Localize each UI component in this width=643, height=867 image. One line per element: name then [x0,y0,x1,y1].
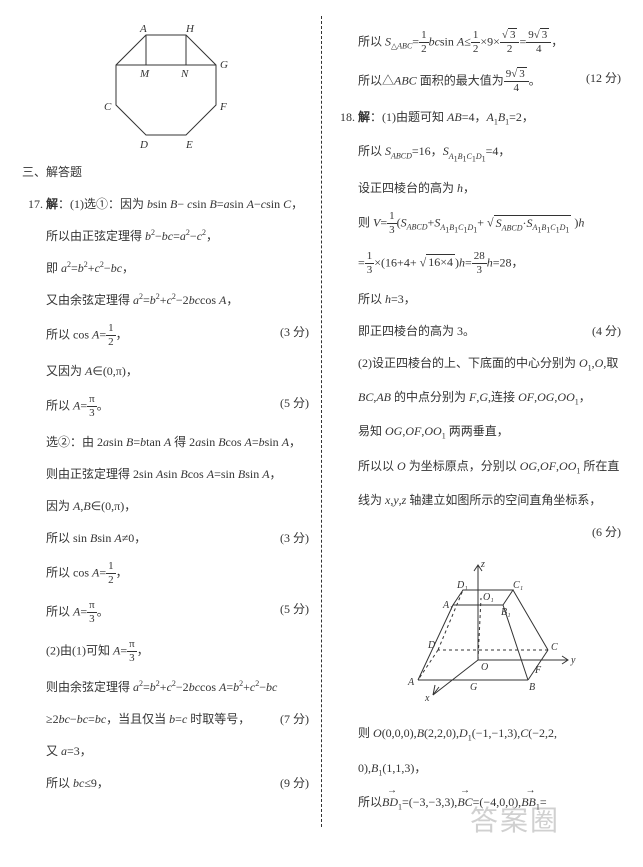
q17-alt2-score3: (3 分) [280,529,309,547]
fig1-label-D: D [139,139,148,150]
q17-alt2-score5: (5 分) [280,600,309,618]
section-title: 三、解答题 [22,163,309,181]
q17-head-text: 17. 解：(1)选①：因为 bsin B− csin B=asin A−csi… [28,197,303,211]
svg-text:G: G [470,682,477,693]
q17-area: 所以 S△ABC=12bcsin A≤12×9×√32=9√34， [358,30,621,55]
right-column: 所以 S△ABC=12bcsin A≤12×9×√32=9√34， 所以△ABC… [322,16,633,827]
left-column: A H M N G C F D E 三、解答题 17. 解：(1)选①：因为 b… [10,16,322,827]
svg-text:A: A [407,677,415,688]
q18-p2-coord1: 所以以 O 为坐标原点，分别以 OG,OF,OO1 所在直 [358,457,621,477]
q18-set-h: 设正四棱台的高为 h， [358,179,621,197]
q17-score-3: (3 分) [280,323,309,341]
q17-score12: (12 分) [586,69,621,87]
svg-text:D: D [427,640,436,651]
q17-A-value: 所以 A=π3。 [46,394,272,419]
q17-alt2-sine: 则由正弦定理得 2sin Asin Bcos A=sin Bsin A， [46,465,309,483]
q18-vectors: 所以BD1=(−3,−3,3),BC=(−4,0,0),BB1= [358,793,621,813]
svg-text:O₁: O₁ [483,592,494,603]
q17-sine-law: 所以由正弦定理得 b2−bc=a2−c2， [46,227,309,245]
q17-alt2-A: 所以 A=π3。 [46,600,272,625]
q17-area-max: 所以△ABC 面积的最大值为9√34。 [358,69,578,94]
q17-p2-cos: 则由余弦定理得 a2=b2+c2−2bccos A=b2+c2−bc [46,678,309,696]
q18-p2-midpoints: BC,AB 的中点分别为 F,G,连接 OF,OG,OO1， [358,388,621,408]
fig1-label-A: A [139,23,147,35]
q18-areas: 所以 SABCD=16，SA1B1C1D1=4， [358,142,621,165]
svg-text:B: B [529,682,535,693]
q17-alt2-cosA: 所以 cos A=12， [46,561,309,586]
q17-A-range: 又因为 A∈(0,π)， [46,362,309,380]
svg-text:z: z [480,559,485,570]
q18-p2-perp: 易知 OG,OF,OO1 两两垂直， [358,422,621,442]
q17-p2-head: (2)由(1)可知 A=π3， [46,639,309,664]
fig1-label-M: M [139,68,150,80]
svg-text:D₁: D₁ [456,580,468,591]
q17-alt2-range: 因为 A,B∈(0,π)， [46,497,309,515]
q18-volume: 则 V=13(SABCD+SA1B1C1D1+ √SABCD·SA1B1C1D1… [358,211,621,236]
svg-text:F: F [534,665,542,676]
svg-text:C₁: C₁ [513,580,523,591]
frustum-figure: z D₁ C₁ A₁ O₁ B₁ D O C F y A G B x [334,555,621,710]
svg-text:O: O [481,662,488,673]
svg-text:y: y [570,655,576,666]
q18-height: 即正四棱台的高为 3。 [358,322,584,340]
q17-p2-score7: (7 分) [280,710,309,728]
q18-score4: (4 分) [592,322,621,340]
q17-p2-score9: (9 分) [280,774,309,792]
q17-cosA: 所以 cos A=12， [46,323,272,348]
q17-alt2-nonzero: 所以 sin Bsin A≠0， [46,529,272,547]
q18-p2-coord2: 线为 x,y,z 轴建立如图所示的空间直角坐标系， [358,491,621,509]
q18-h3: 所以 h=3， [358,290,621,308]
q17-head: 17. 解：(1)选①：因为 bsin B− csin B=asin A−csi… [22,195,309,213]
q17-p2-ineq: ≥2bc−bc=bc，当且仅当 b=c 时取等号， [46,710,272,728]
svg-text:A₁: A₁ [442,600,453,611]
svg-text:B₁: B₁ [501,607,511,618]
svg-text:C: C [551,642,558,653]
q18-score6: (6 分) [592,523,621,541]
q18-coords-b: 0),B1(1,1,3)， [358,759,621,779]
svg-text:x: x [424,693,430,704]
q17-derive-a2: 即 a2=b2+c2−bc， [46,259,309,277]
fig1-label-C: C [104,101,112,113]
q17-score-5: (5 分) [280,394,309,412]
q18-p2-centers: (2)设正四棱台的上、下底面的中心分别为 O1,O,取 [358,354,621,374]
q18-volume-calc: =13×(16+4+ √16×4)h=283h=28， [358,251,621,276]
q17-p2-bc9: 所以 bc≤9， [46,774,272,792]
fig1-label-E: E [185,139,193,150]
q17-p2-a3: 又 a=3， [46,742,309,760]
q18-coords-a: 则 O(0,0,0),B(2,2,0),D1(−1,−1,3),C(−2,2, [358,724,621,744]
fig1-label-H: H [185,23,195,35]
fig1-label-G: G [220,59,228,71]
octagon-figure: A H M N G C F D E [22,20,309,155]
fig1-label-N: N [180,68,189,80]
q17-cosine-law: 又由余弦定理得 a2=b2+c2−2bccos A， [46,291,309,309]
q18-head: 18. 解：(1)由题可知 AB=4，A1B1=2， [340,108,621,128]
fig1-label-F: F [219,101,227,113]
q17-alt2-head: 选②：由 2asin B=btan A 得 2asin Bcos A=bsin … [46,433,309,451]
